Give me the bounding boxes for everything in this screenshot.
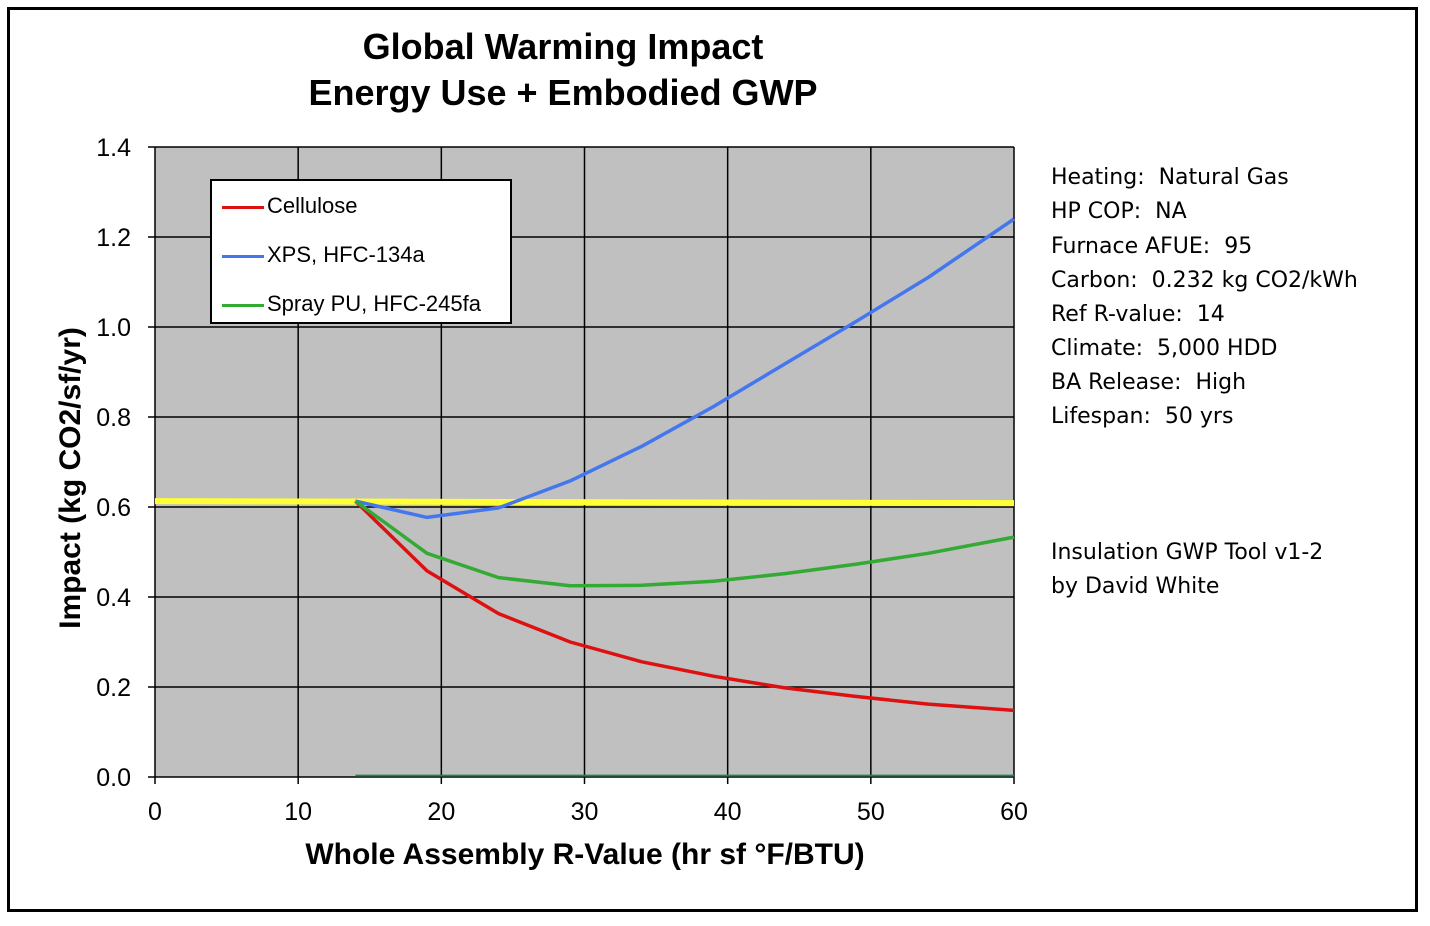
x-tick-label-20: 20 (427, 798, 455, 826)
x-tick-label-50: 50 (857, 798, 885, 826)
legend-swatch-spray-pu (222, 304, 264, 307)
legend-item-spray-pu: Spray PU, HFC-245fa (212, 291, 512, 321)
note-carbon: Carbon: 0.232 kg CO2/kWh (1051, 268, 1358, 293)
y-tick-label-1.0: 1.0 (96, 314, 131, 342)
x-tick-label-40: 40 (714, 798, 742, 826)
grid-lines (155, 146, 1015, 777)
y-tick-label-0.0: 0.0 (96, 764, 131, 792)
reference-line (154, 498, 1015, 507)
x-tick-label-30: 30 (571, 798, 599, 826)
x-tick-label-10: 10 (284, 798, 312, 826)
legend-swatch-xps (222, 255, 264, 258)
series-lines (354, 217, 1015, 777)
y-tick-label-0.6: 0.6 (96, 494, 131, 522)
note-ref-r-value: Ref R-value: 14 (1051, 302, 1225, 327)
x-axis-label: Whole Assembly R-Value (hr sf °F/BTU) (305, 838, 864, 871)
y-tick-label-0.4: 0.4 (96, 584, 131, 612)
y-tick-label-1.2: 1.2 (96, 224, 131, 252)
y-tick-label-0.8: 0.8 (96, 404, 131, 432)
y-axis-label: Impact (kg CO2/sf/yr) (54, 327, 87, 629)
note-climate: Climate: 5,000 HDD (1051, 336, 1278, 361)
series-line-spray-pu (354, 499, 1015, 588)
credit-author: by David White (1051, 574, 1220, 599)
reference-line-group (154, 498, 1015, 507)
credit-tool: Insulation GWP Tool v1-2 (1051, 540, 1324, 565)
chart-title-line-1: Global Warming Impact (362, 26, 764, 67)
axes (148, 146, 1015, 784)
chart-title-line-2: Energy Use + Embodied GWP (308, 72, 818, 113)
x-tick-label-60: 60 (1000, 798, 1028, 826)
note-furnace-afue: Furnace AFUE: 95 (1051, 234, 1253, 259)
legend-item-cellulose: Cellulose (212, 193, 512, 223)
y-tick-label-1.4: 1.4 (96, 134, 131, 162)
note-heating: Heating: Natural Gas (1051, 165, 1289, 190)
note-ba-release: BA Release: High (1051, 370, 1247, 395)
legend-label-xps: XPS, HFC-134a (267, 242, 425, 267)
x-tick-label-0: 0 (148, 798, 162, 826)
note-lifespan: Lifespan: 50 yrs (1051, 404, 1234, 429)
series-line-cellulose (354, 499, 1015, 713)
legend-label-spray-pu: Spray PU, HFC-245fa (267, 291, 481, 316)
tick-labels: 0 10 20 30 40 50 60 0.0 0.2 0.4 0.6 0.8 1.0 1.2 1.4 (96, 134, 1028, 826)
legend-label-cellulose: Cellulose (267, 193, 358, 218)
series-line-xps (355, 217, 1015, 520)
chart-legend: Cellulose XPS, HFC-134a Spray PU, HFC-24… (210, 179, 512, 324)
legend-swatch-cellulose (222, 206, 264, 209)
y-tick-label-0.2: 0.2 (96, 674, 131, 702)
note-hp-cop: HP COP: NA (1051, 199, 1187, 224)
legend-item-xps: XPS, HFC-134a (212, 242, 512, 272)
